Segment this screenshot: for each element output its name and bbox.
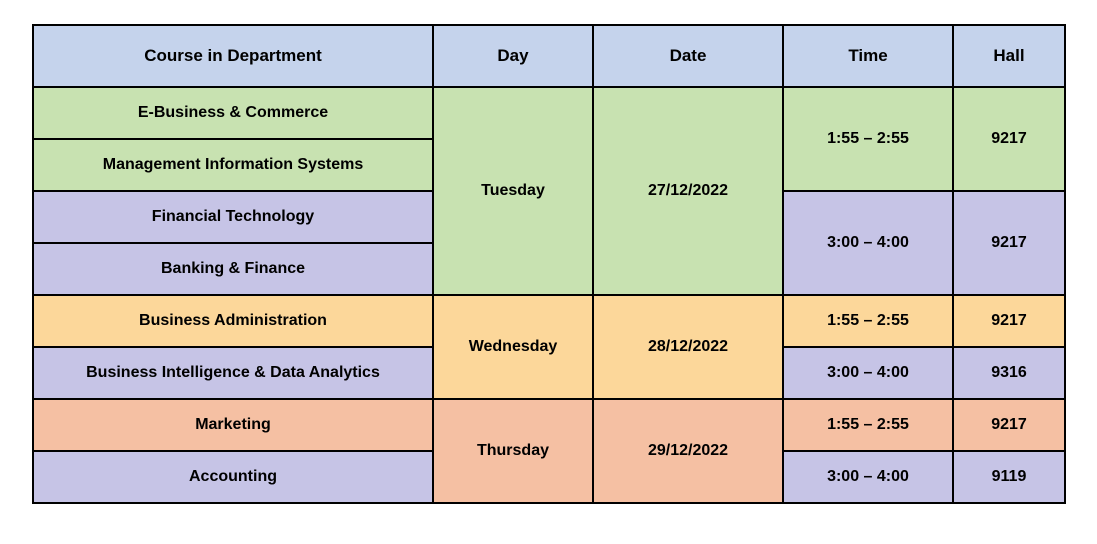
course-cell: Financial Technology <box>33 191 433 243</box>
table-row: Business Administration Wednesday 28/12/… <box>33 295 1065 347</box>
col-hall: Hall <box>953 25 1065 87</box>
hall-cell: 9119 <box>953 451 1065 503</box>
schedule-table: Course in Department Day Date Time Hall … <box>32 24 1066 504</box>
time-cell: 3:00 – 4:00 <box>783 347 953 399</box>
hall-cell: 9217 <box>953 191 1065 295</box>
date-cell: 28/12/2022 <box>593 295 783 399</box>
col-course: Course in Department <box>33 25 433 87</box>
course-cell: Banking & Finance <box>33 243 433 295</box>
hall-cell: 9217 <box>953 295 1065 347</box>
time-cell: 1:55 – 2:55 <box>783 295 953 347</box>
time-cell: 1:55 – 2:55 <box>783 87 953 191</box>
table-row: E-Business & Commerce Tuesday 27/12/2022… <box>33 87 1065 139</box>
col-day: Day <box>433 25 593 87</box>
course-cell: Accounting <box>33 451 433 503</box>
time-cell: 3:00 – 4:00 <box>783 451 953 503</box>
course-cell: Business Intelligence & Data Analytics <box>33 347 433 399</box>
col-time: Time <box>783 25 953 87</box>
date-cell: 27/12/2022 <box>593 87 783 295</box>
course-cell: Management Information Systems <box>33 139 433 191</box>
day-cell: Wednesday <box>433 295 593 399</box>
hall-cell: 9217 <box>953 399 1065 451</box>
course-cell: Marketing <box>33 399 433 451</box>
time-cell: 3:00 – 4:00 <box>783 191 953 295</box>
header-row: Course in Department Day Date Time Hall <box>33 25 1065 87</box>
hall-cell: 9316 <box>953 347 1065 399</box>
time-cell: 1:55 – 2:55 <box>783 399 953 451</box>
day-cell: Thursday <box>433 399 593 503</box>
course-cell: Business Administration <box>33 295 433 347</box>
hall-cell: 9217 <box>953 87 1065 191</box>
date-cell: 29/12/2022 <box>593 399 783 503</box>
col-date: Date <box>593 25 783 87</box>
table-row: Marketing Thursday 29/12/2022 1:55 – 2:5… <box>33 399 1065 451</box>
course-cell: E-Business & Commerce <box>33 87 433 139</box>
day-cell: Tuesday <box>433 87 593 295</box>
